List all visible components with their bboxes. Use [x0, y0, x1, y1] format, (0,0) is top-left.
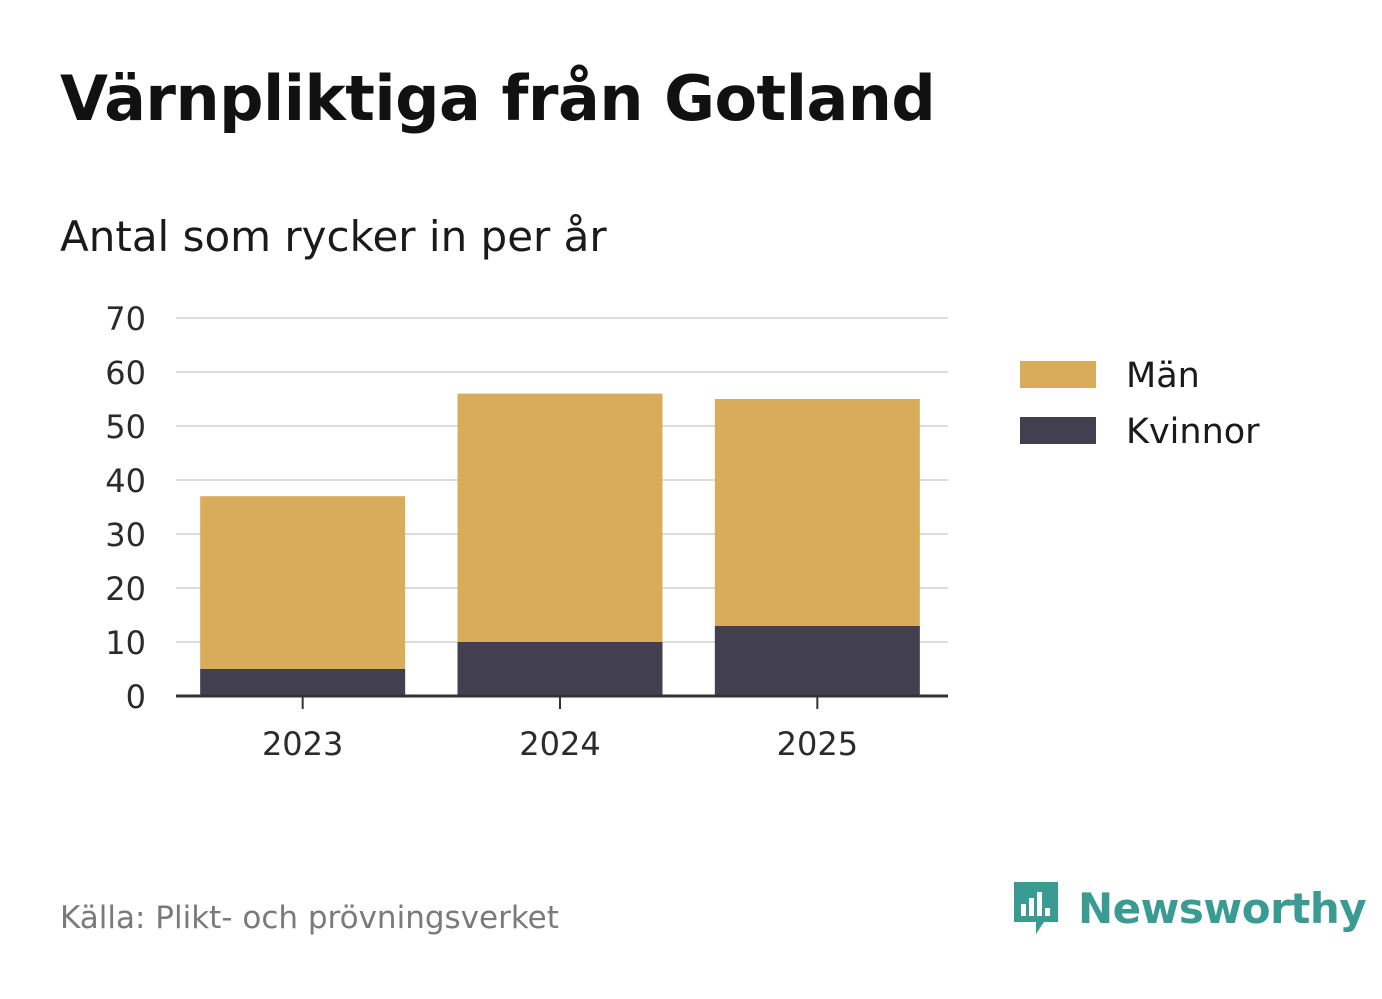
newsworthy-logo-icon	[1014, 882, 1058, 934]
legend-swatch-kvinnor	[1020, 417, 1096, 444]
y-tick-label: 50	[105, 408, 146, 446]
y-tick-label: 10	[105, 624, 146, 662]
bar-mn-2023	[200, 496, 406, 669]
chart-title: Värnpliktiga från Gotland	[60, 62, 936, 135]
x-tick-label: 2025	[777, 725, 858, 763]
y-tick-label: 70	[105, 300, 146, 338]
y-tick-label: 40	[105, 462, 146, 500]
bar-kvinnor-2024	[457, 642, 663, 696]
chart-subtitle: Antal som rycker in per år	[60, 212, 607, 261]
y-tick-label: 0	[126, 678, 146, 716]
bar-mn-2024	[457, 393, 663, 642]
source-note: Källa: Plikt- och prövningsverket	[60, 900, 559, 936]
legend-swatch-mn	[1020, 361, 1096, 388]
y-tick-label: 60	[105, 354, 146, 392]
y-tick-label: 30	[105, 516, 146, 554]
brand-name: Newsworthy	[1078, 883, 1367, 933]
x-tick-label: 2023	[262, 725, 343, 763]
y-tick-label: 20	[105, 570, 146, 608]
x-tick-label: 2024	[519, 725, 600, 763]
brand-logo: Newsworthy	[1010, 878, 1367, 938]
bar-kvinnor-2025	[714, 625, 920, 696]
bar-mn-2025	[714, 399, 920, 626]
bar-kvinnor-2023	[200, 669, 406, 696]
legend-label: Kvinnor	[1126, 412, 1260, 452]
legend-label: Män	[1126, 356, 1200, 396]
